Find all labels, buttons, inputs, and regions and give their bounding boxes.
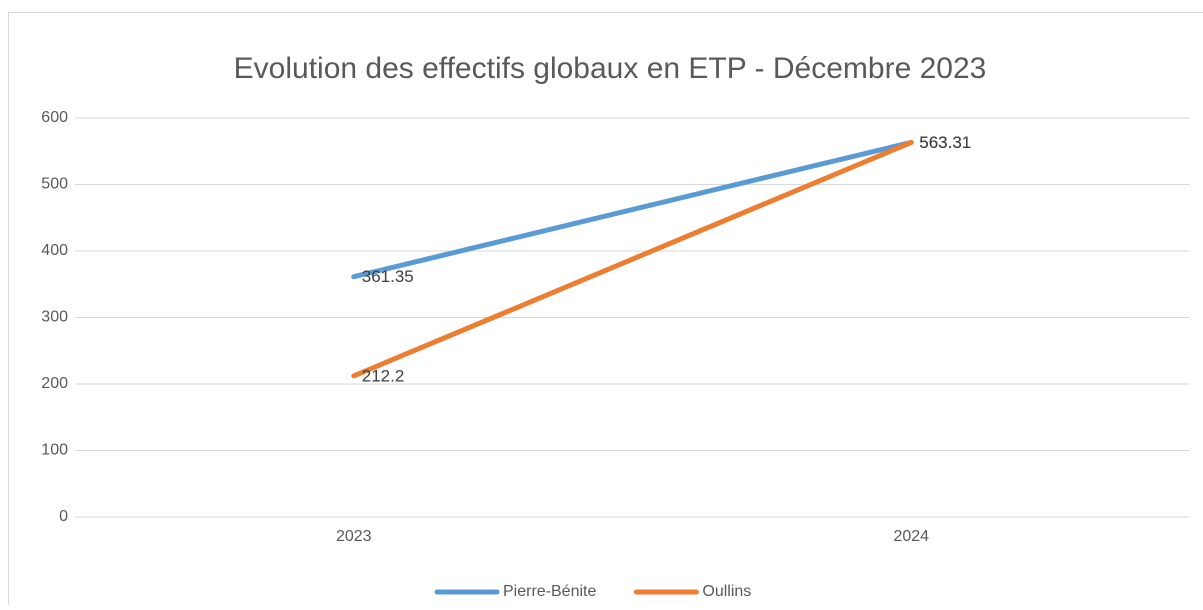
data-label: 212.2 <box>362 366 405 385</box>
data-label: 563.31 <box>919 133 971 152</box>
legend-label: Pierre-Bénite <box>503 583 596 600</box>
x-tick-label: 2024 <box>893 528 929 545</box>
y-tick-label: 600 <box>41 109 68 126</box>
y-tick-label: 200 <box>41 375 68 392</box>
chart-title: Evolution des effectifs globaux en ETP -… <box>234 52 987 85</box>
y-tick-label: 500 <box>41 176 68 193</box>
y-tick-label: 0 <box>59 508 68 525</box>
y-tick-label: 300 <box>41 309 68 326</box>
y-tick-label: 400 <box>41 242 68 259</box>
legend-label: Oullins <box>702 583 751 600</box>
x-tick-label: 2023 <box>336 528 372 545</box>
y-tick-label: 100 <box>41 442 68 459</box>
chart-border <box>9 13 1203 606</box>
data-label: 361.35 <box>362 267 414 286</box>
